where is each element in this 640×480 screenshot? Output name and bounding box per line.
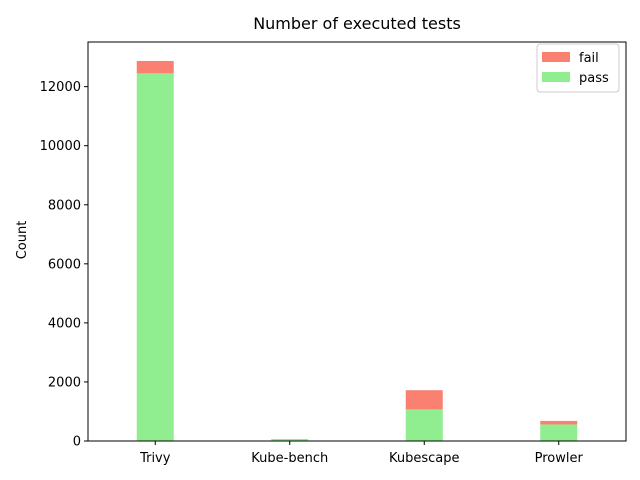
bar-pass-kube-bench bbox=[271, 439, 309, 441]
legend-label-pass: pass bbox=[579, 71, 609, 86]
x-tick-label: Trivy bbox=[139, 451, 171, 466]
bar-fail-kubescape bbox=[405, 390, 443, 410]
legend: fail pass bbox=[536, 43, 620, 93]
plot-frame bbox=[87, 41, 627, 442]
bar-pass-trivy bbox=[136, 73, 174, 442]
y-tick-label: 12000 bbox=[40, 80, 81, 95]
bar-pass-prowler bbox=[540, 424, 578, 441]
bar-fail-trivy bbox=[136, 60, 174, 74]
y-tick-label: 6000 bbox=[48, 257, 81, 272]
y-tick-label: 0 bbox=[73, 435, 81, 450]
legend-swatch-fail bbox=[542, 52, 570, 62]
legend-label-fail: fail bbox=[579, 51, 599, 66]
x-tick-label: Kubescape bbox=[389, 451, 460, 466]
x-tick-label: Kube-bench bbox=[251, 451, 328, 466]
bar-fail-prowler bbox=[540, 420, 578, 425]
bar-fail-kube-bench bbox=[271, 439, 309, 440]
chart-title: Number of executed tests bbox=[253, 14, 461, 33]
bar-pass-kubescape bbox=[405, 409, 443, 441]
y-tick-label: 2000 bbox=[48, 375, 81, 390]
y-tick-label: 10000 bbox=[40, 139, 81, 154]
x-tick-label: Prowler bbox=[535, 451, 584, 466]
y-axis-label: Count bbox=[15, 221, 30, 260]
y-tick-label: 4000 bbox=[48, 316, 81, 331]
y-tick-label: 8000 bbox=[48, 198, 81, 213]
legend-swatch-pass bbox=[542, 72, 570, 82]
plot-area: 0 2000 4000 6000 8000 10000 12000 Trivy Kube-ben… bbox=[40, 41, 627, 466]
